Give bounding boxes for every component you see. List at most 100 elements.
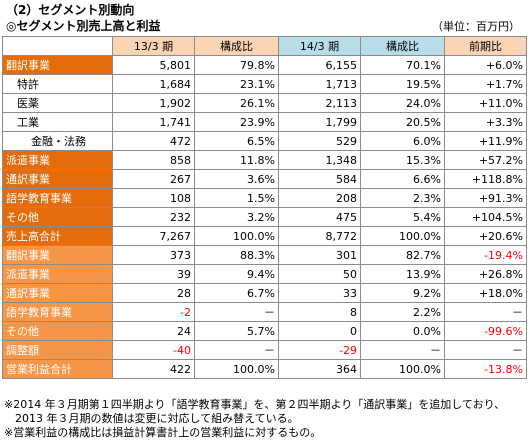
segment-table: 13/3 期 構成比 14/3 期 構成比 前期比 翻訳事業 5,801 79.8%…	[2, 36, 527, 379]
table-cell: 472	[112, 131, 195, 151]
table-cell: 33	[278, 283, 361, 303]
table-row: 語学教育事業 -2 － 8 2.2% －	[2, 302, 527, 322]
table-cell: +20.6%	[444, 226, 527, 246]
table-cell: 3.2%	[194, 207, 279, 227]
header-share-fy14: 構成比	[360, 36, 445, 56]
section-heading: （2）セグメント別動向	[6, 3, 135, 17]
table-cell: 15.3%	[360, 150, 445, 170]
table-row: 通訳事業 267 3.6% 584 6.6% +118.8%	[2, 169, 527, 189]
table-cell: 529	[278, 131, 361, 151]
table-cell: 28	[112, 283, 195, 303]
unit-label: （単位：百万円）	[432, 20, 520, 33]
table-cell: 422	[112, 359, 195, 379]
table-cell: 9.2%	[360, 283, 445, 303]
table-cell: 100.0%	[194, 359, 279, 379]
table-cell: 1,684	[112, 74, 195, 94]
table-cell: 100.0%	[194, 226, 279, 246]
table-cell: 100.0%	[360, 226, 445, 246]
table-cell: 11.8%	[194, 150, 279, 170]
table-cell: 208	[278, 188, 361, 208]
table-row: その他 24 5.7% 0 0.0% -99.6%	[2, 321, 527, 341]
table-cell: +118.8%	[444, 169, 527, 189]
table-cell: 6.6%	[360, 169, 445, 189]
table-cell: 9.4%	[194, 264, 279, 284]
table-row: 金融・法務 472 6.5% 529 6.0% +11.9%	[2, 131, 527, 151]
table-cell: 100.0%	[360, 359, 445, 379]
table-cell: -40	[112, 340, 195, 360]
footnote: 2013 年３月期の数値は変更に対応して組み替えている。	[4, 412, 299, 425]
header-yoy: 前期比	[444, 36, 527, 56]
header-fy13: 13/3 期	[112, 36, 195, 56]
table-cell: 3.6%	[194, 169, 279, 189]
row-label: その他	[2, 321, 113, 341]
table-cell: 6.7%	[194, 283, 279, 303]
table-cell: -13.8%	[444, 359, 527, 379]
table-cell: +11.0%	[444, 93, 527, 113]
row-label: 金融・法務	[2, 131, 113, 151]
table-cell: 5.7%	[194, 321, 279, 341]
row-label: 語学教育事業	[2, 188, 113, 208]
table-cell: +1.7%	[444, 74, 527, 94]
table-row: 医薬 1,902 26.1% 2,113 24.0% +11.0%	[2, 93, 527, 113]
row-label: 工業	[2, 112, 113, 132]
table-cell: +3.3%	[444, 112, 527, 132]
row-label: 語学教育事業	[2, 302, 113, 322]
table-cell: 7,267	[112, 226, 195, 246]
table-row: 特許 1,684 23.1% 1,713 19.5% +1.7%	[2, 74, 527, 94]
table-cell: 8,772	[278, 226, 361, 246]
table-cell: 0.0%	[360, 321, 445, 341]
table-row: 派遣事業 39 9.4% 50 13.9% +26.8%	[2, 264, 527, 284]
table-cell: 2.3%	[360, 188, 445, 208]
table-row: 派遣事業 858 11.8% 1,348 15.3% +57.2%	[2, 150, 527, 170]
header-share-fy13: 構成比	[194, 36, 279, 56]
table-cell: 6.0%	[360, 131, 445, 151]
row-label: 通訳事業	[2, 169, 113, 189]
table-cell: －	[444, 302, 527, 322]
row-label: 医薬	[2, 93, 113, 113]
table-cell: +26.8%	[444, 264, 527, 284]
table-cell: 301	[278, 245, 361, 265]
table-cell: －	[194, 302, 279, 322]
table-cell: +91.3%	[444, 188, 527, 208]
table-cell: 373	[112, 245, 195, 265]
row-label: 特許	[2, 74, 113, 94]
table-cell: 24	[112, 321, 195, 341]
table-cell: 0	[278, 321, 361, 341]
table-cell: 23.9%	[194, 112, 279, 132]
table-cell: 584	[278, 169, 361, 189]
table-cell: 2.2%	[360, 302, 445, 322]
row-label: 翻訳事業	[2, 55, 113, 75]
row-label: 調整額	[2, 340, 113, 360]
table-cell: 5,801	[112, 55, 195, 75]
table-cell: 6.5%	[194, 131, 279, 151]
table-cell: －	[194, 340, 279, 360]
row-label: 売上高合計	[2, 226, 113, 246]
table-cell: +18.0%	[444, 283, 527, 303]
footnote: ※2014 年３月期第１四半期より「語学教育事業」を、第２四半期より「通訳事業」…	[4, 398, 506, 411]
table-cell: 1,348	[278, 150, 361, 170]
table-header-row: 13/3 期 構成比 14/3 期 構成比 前期比	[2, 36, 527, 56]
table-cell: 82.7%	[360, 245, 445, 265]
table-cell: +104.5%	[444, 207, 527, 227]
table-cell: －	[360, 340, 445, 360]
table-cell: 26.1%	[194, 93, 279, 113]
table-cell: 13.9%	[360, 264, 445, 284]
table-cell: 232	[112, 207, 195, 227]
table-cell: 6,155	[278, 55, 361, 75]
table-cell: 50	[278, 264, 361, 284]
table-row: 通訳事業 28 6.7% 33 9.2% +18.0%	[2, 283, 527, 303]
table-row: 翻訳事業 373 88.3% 301 82.7% -19.4%	[2, 245, 527, 265]
row-label: 営業利益合計	[2, 359, 113, 379]
table-cell: +57.2%	[444, 150, 527, 170]
table-cell: 88.3%	[194, 245, 279, 265]
footnote: ※営業利益の構成比は損益計算書計上の営業利益に対するもの。	[4, 426, 322, 439]
table-row: 売上高合計 7,267 100.0% 8,772 100.0% +20.6%	[2, 226, 527, 246]
table-row: 翻訳事業 5,801 79.8% 6,155 70.1% +6.0%	[2, 55, 527, 75]
table-row: 調整額 -40 － -29 －－	[2, 340, 527, 360]
header-blank	[2, 36, 113, 56]
table-cell: 79.8%	[194, 55, 279, 75]
table-cell: -29	[278, 340, 361, 360]
table-cell: +6.0%	[444, 55, 527, 75]
table-cell: 23.1%	[194, 74, 279, 94]
table-cell: 1,741	[112, 112, 195, 132]
